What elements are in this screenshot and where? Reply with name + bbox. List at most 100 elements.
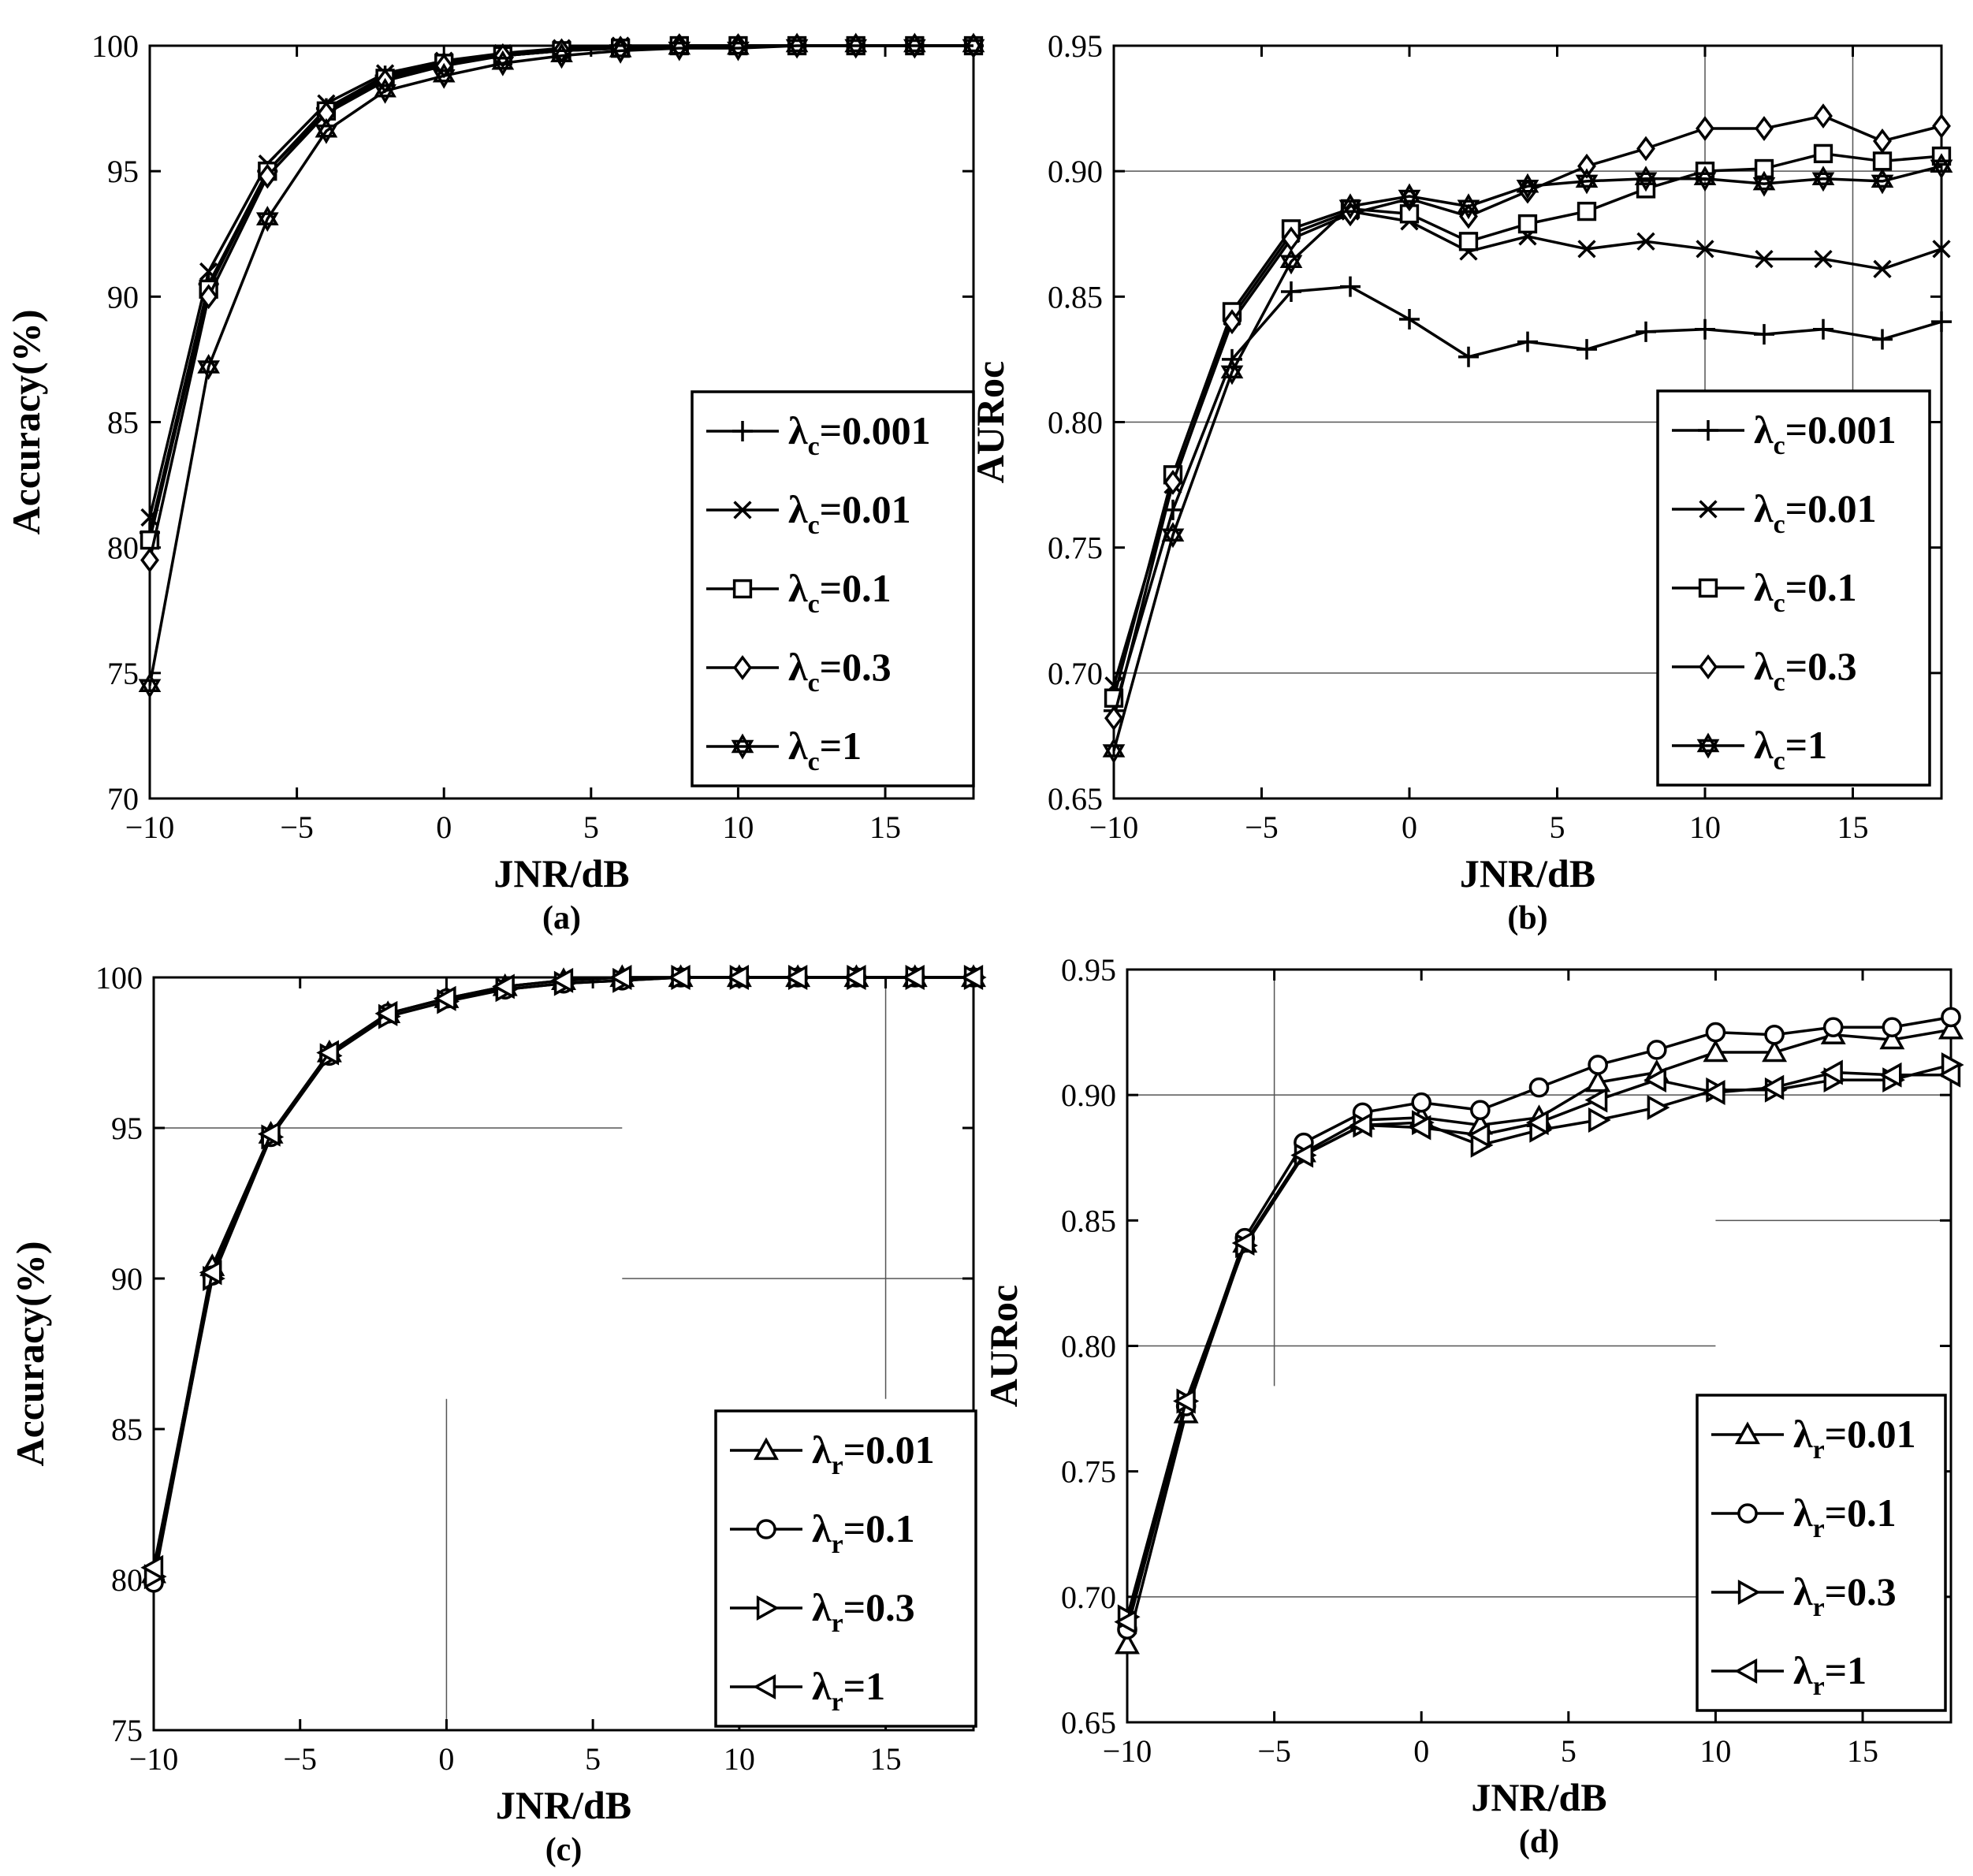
data-point-d-0-11 bbox=[1762, 1039, 1788, 1063]
data-point-a-4-4 bbox=[374, 77, 396, 104]
y-tick-label-d-3: 0.80 bbox=[1061, 1329, 1116, 1364]
data-point-d-0-14 bbox=[1938, 1016, 1964, 1040]
data-point-d-3-12 bbox=[1820, 1059, 1843, 1085]
data-point-b-4-6 bbox=[1457, 193, 1480, 220]
data-point-b-4-3 bbox=[1279, 248, 1303, 275]
x-tick-label-b-2: 0 bbox=[1402, 810, 1417, 845]
series-a-4 bbox=[138, 32, 985, 699]
data-point-a-4-8 bbox=[609, 37, 632, 64]
data-point-b-3-1 bbox=[1163, 469, 1182, 495]
data-point-d-1-7 bbox=[1528, 1077, 1550, 1098]
legend-marker-a-3 bbox=[733, 655, 752, 680]
x-tick-label-c-2: 0 bbox=[438, 1741, 454, 1777]
data-point-b-2-6 bbox=[1458, 232, 1479, 251]
data-point-d-3-5 bbox=[1408, 1115, 1431, 1141]
data-point-d-3-0 bbox=[1114, 1609, 1137, 1635]
data-point-a-4-14 bbox=[962, 32, 985, 59]
data-point-c-3-11 bbox=[784, 965, 808, 990]
x-tick-label-d-2: 0 bbox=[1413, 1733, 1429, 1769]
legend-marker-b-3 bbox=[1699, 654, 1718, 679]
chart-panel-d: −10 −5 0 5 10 15 0.65 0.70 0.75 0.80 0.85 0.90 0.95 J… bbox=[981, 952, 1964, 1860]
data-point-b-3-0 bbox=[1104, 705, 1123, 731]
data-point-a-4-1 bbox=[197, 353, 220, 380]
y-tick-label-b-5: 0.90 bbox=[1048, 154, 1103, 189]
legend-label-b-1: λc=0.01 bbox=[1754, 486, 1877, 539]
data-point-a-3-0 bbox=[140, 547, 159, 573]
data-point-c-3-9 bbox=[667, 965, 691, 990]
legend-c: λr=0.01 λr=0.1 λr=0.3 λr=1 bbox=[714, 1409, 977, 1728]
y-tick-label-d-0: 0.65 bbox=[1061, 1705, 1116, 1740]
series-line-a-4 bbox=[148, 44, 973, 687]
data-point-d-3-8 bbox=[1584, 1087, 1608, 1113]
data-point-a-4-2 bbox=[255, 206, 279, 233]
legend-label-c-2: λr=0.3 bbox=[812, 1585, 915, 1638]
legend-label-a-0: λc=0.001 bbox=[788, 408, 931, 461]
data-point-b-2-7 bbox=[1517, 214, 1538, 234]
chart-panel-c: −10 −5 0 5 10 15 75 80 85 90 95 100 JNR/dB Accuracy(%… bbox=[8, 960, 987, 1868]
y-tick-label-d-4: 0.85 bbox=[1061, 1203, 1116, 1238]
data-point-c-3-12 bbox=[843, 965, 866, 990]
data-point-b-0-9 bbox=[1636, 321, 1656, 342]
data-point-c-3-10 bbox=[726, 965, 750, 990]
data-point-a-4-6 bbox=[491, 50, 515, 76]
data-point-b-1-9 bbox=[1636, 232, 1655, 251]
data-point-b-0-11 bbox=[1754, 324, 1774, 345]
series-d-3 bbox=[1114, 1059, 1961, 1635]
data-point-d-3-2 bbox=[1231, 1230, 1255, 1256]
data-point-b-4-10 bbox=[1693, 166, 1717, 192]
data-point-a-4-12 bbox=[844, 32, 868, 59]
data-point-a-4-9 bbox=[668, 35, 691, 61]
data-point-a-3-1 bbox=[199, 284, 218, 310]
y-tick-label-c-5: 100 bbox=[95, 960, 143, 996]
data-point-c-3-5 bbox=[433, 985, 456, 1011]
x-tick-label-a-0: −10 bbox=[125, 810, 175, 845]
legend-marker-a-1 bbox=[733, 501, 752, 519]
data-point-b-1-14 bbox=[1932, 240, 1951, 259]
data-point-a-4-10 bbox=[727, 35, 750, 61]
x-tick-label-b-0: −10 bbox=[1089, 810, 1139, 845]
data-point-d-0-13 bbox=[1879, 1026, 1905, 1050]
legend-marker-a-2 bbox=[732, 579, 753, 599]
legend-label-d-1: λr=0.1 bbox=[1793, 1491, 1897, 1543]
legend-label-d-2: λr=0.3 bbox=[1793, 1569, 1897, 1622]
x-tick-label-c-1: −5 bbox=[283, 1741, 317, 1777]
data-point-b-0-10 bbox=[1695, 318, 1715, 340]
data-point-d-0-8 bbox=[1585, 1069, 1611, 1092]
data-point-d-0-0 bbox=[1115, 1631, 1140, 1655]
data-point-c-3-2 bbox=[257, 1121, 281, 1147]
y-tick-label-a-5: 95 bbox=[107, 154, 139, 189]
legend-marker-b-0 bbox=[1698, 420, 1718, 441]
data-point-b-4-12 bbox=[1811, 166, 1835, 192]
y-tick-label-d-1: 0.70 bbox=[1061, 1580, 1116, 1615]
series-b-4 bbox=[1102, 153, 1953, 765]
data-point-d-2-9 bbox=[1647, 1095, 1670, 1121]
legend-marker-d-2 bbox=[1737, 1580, 1761, 1605]
data-point-d-1-11 bbox=[1764, 1024, 1785, 1045]
data-point-b-4-5 bbox=[1398, 183, 1421, 210]
x-tick-label-a-5: 15 bbox=[869, 810, 901, 845]
data-point-d-1-5 bbox=[1411, 1092, 1432, 1113]
x-tick-label-c-5: 15 bbox=[870, 1741, 902, 1777]
legend-label-a-2: λc=0.1 bbox=[788, 566, 892, 619]
data-point-b-4-8 bbox=[1575, 168, 1599, 195]
chart-panel-b: −10 −5 0 5 10 15 0.65 0.70 0.75 0.80 0.85 0.90 0.95 J… bbox=[968, 28, 1953, 936]
y-tick-label-b-1: 0.70 bbox=[1048, 656, 1103, 691]
x-tick-label-a-4: 10 bbox=[722, 810, 754, 845]
legend-label-d-3: λr=1 bbox=[1793, 1648, 1867, 1701]
data-point-c-3-0 bbox=[140, 1554, 164, 1580]
data-point-d-1-8 bbox=[1588, 1055, 1608, 1075]
data-point-d-1-14 bbox=[1941, 1007, 1961, 1028]
legend-label-b-2: λc=0.1 bbox=[1754, 565, 1857, 618]
data-point-b-0-6 bbox=[1458, 346, 1479, 367]
x-tick-label-a-1: −5 bbox=[280, 810, 314, 845]
data-point-b-0-5 bbox=[1399, 308, 1420, 329]
legend-marker-a-4 bbox=[731, 733, 754, 760]
y-tick-label-a-3: 85 bbox=[107, 405, 139, 441]
data-point-c-3-4 bbox=[374, 1000, 398, 1026]
x-tick-label-c-0: −10 bbox=[129, 1741, 179, 1777]
data-point-b-0-13 bbox=[1872, 329, 1893, 350]
data-point-b-4-2 bbox=[1220, 359, 1244, 385]
x-tick-label-a-3: 5 bbox=[583, 810, 599, 845]
data-point-b-0-8 bbox=[1577, 339, 1597, 360]
